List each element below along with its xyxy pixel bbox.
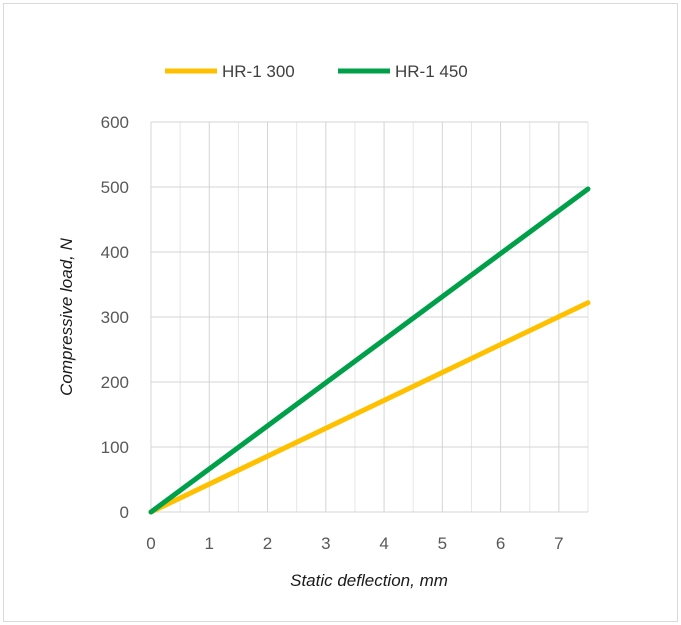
legend: HR-1 300 HR-1 450 bbox=[165, 62, 468, 81]
y-tick-label: 500 bbox=[101, 178, 129, 197]
x-tick-label: 7 bbox=[554, 534, 563, 553]
x-tick-label: 4 bbox=[379, 534, 388, 553]
x-tick-label: 0 bbox=[146, 534, 155, 553]
series-lines bbox=[148, 186, 591, 515]
y-tick-label: 400 bbox=[101, 243, 129, 262]
x-tick-label: 2 bbox=[263, 534, 272, 553]
x-tick-label: 5 bbox=[438, 534, 447, 553]
y-tick-label: 0 bbox=[120, 503, 129, 522]
series-line-hr-1-450 bbox=[148, 186, 591, 515]
x-tick-label: 3 bbox=[321, 534, 330, 553]
grid bbox=[150, 121, 589, 513]
series-line-hr-1-300 bbox=[148, 300, 591, 515]
x-tick-label: 1 bbox=[205, 534, 214, 553]
y-tick-label: 300 bbox=[101, 308, 129, 327]
tick-labels: 0 1 2 3 4 5 6 7 0 100 200 300 400 500 600 bbox=[101, 113, 564, 553]
x-axis-title: Static deflection, mm bbox=[290, 571, 448, 590]
y-axis-title: Compressive load, N bbox=[57, 237, 76, 396]
y-tick-label: 600 bbox=[101, 113, 129, 132]
legend-label-hr1-450: HR-1 450 bbox=[395, 62, 468, 81]
legend-label-hr1-300: HR-1 300 bbox=[222, 62, 295, 81]
x-tick-label: 6 bbox=[496, 534, 505, 553]
y-tick-label: 100 bbox=[101, 438, 129, 457]
y-tick-label: 200 bbox=[101, 373, 129, 392]
